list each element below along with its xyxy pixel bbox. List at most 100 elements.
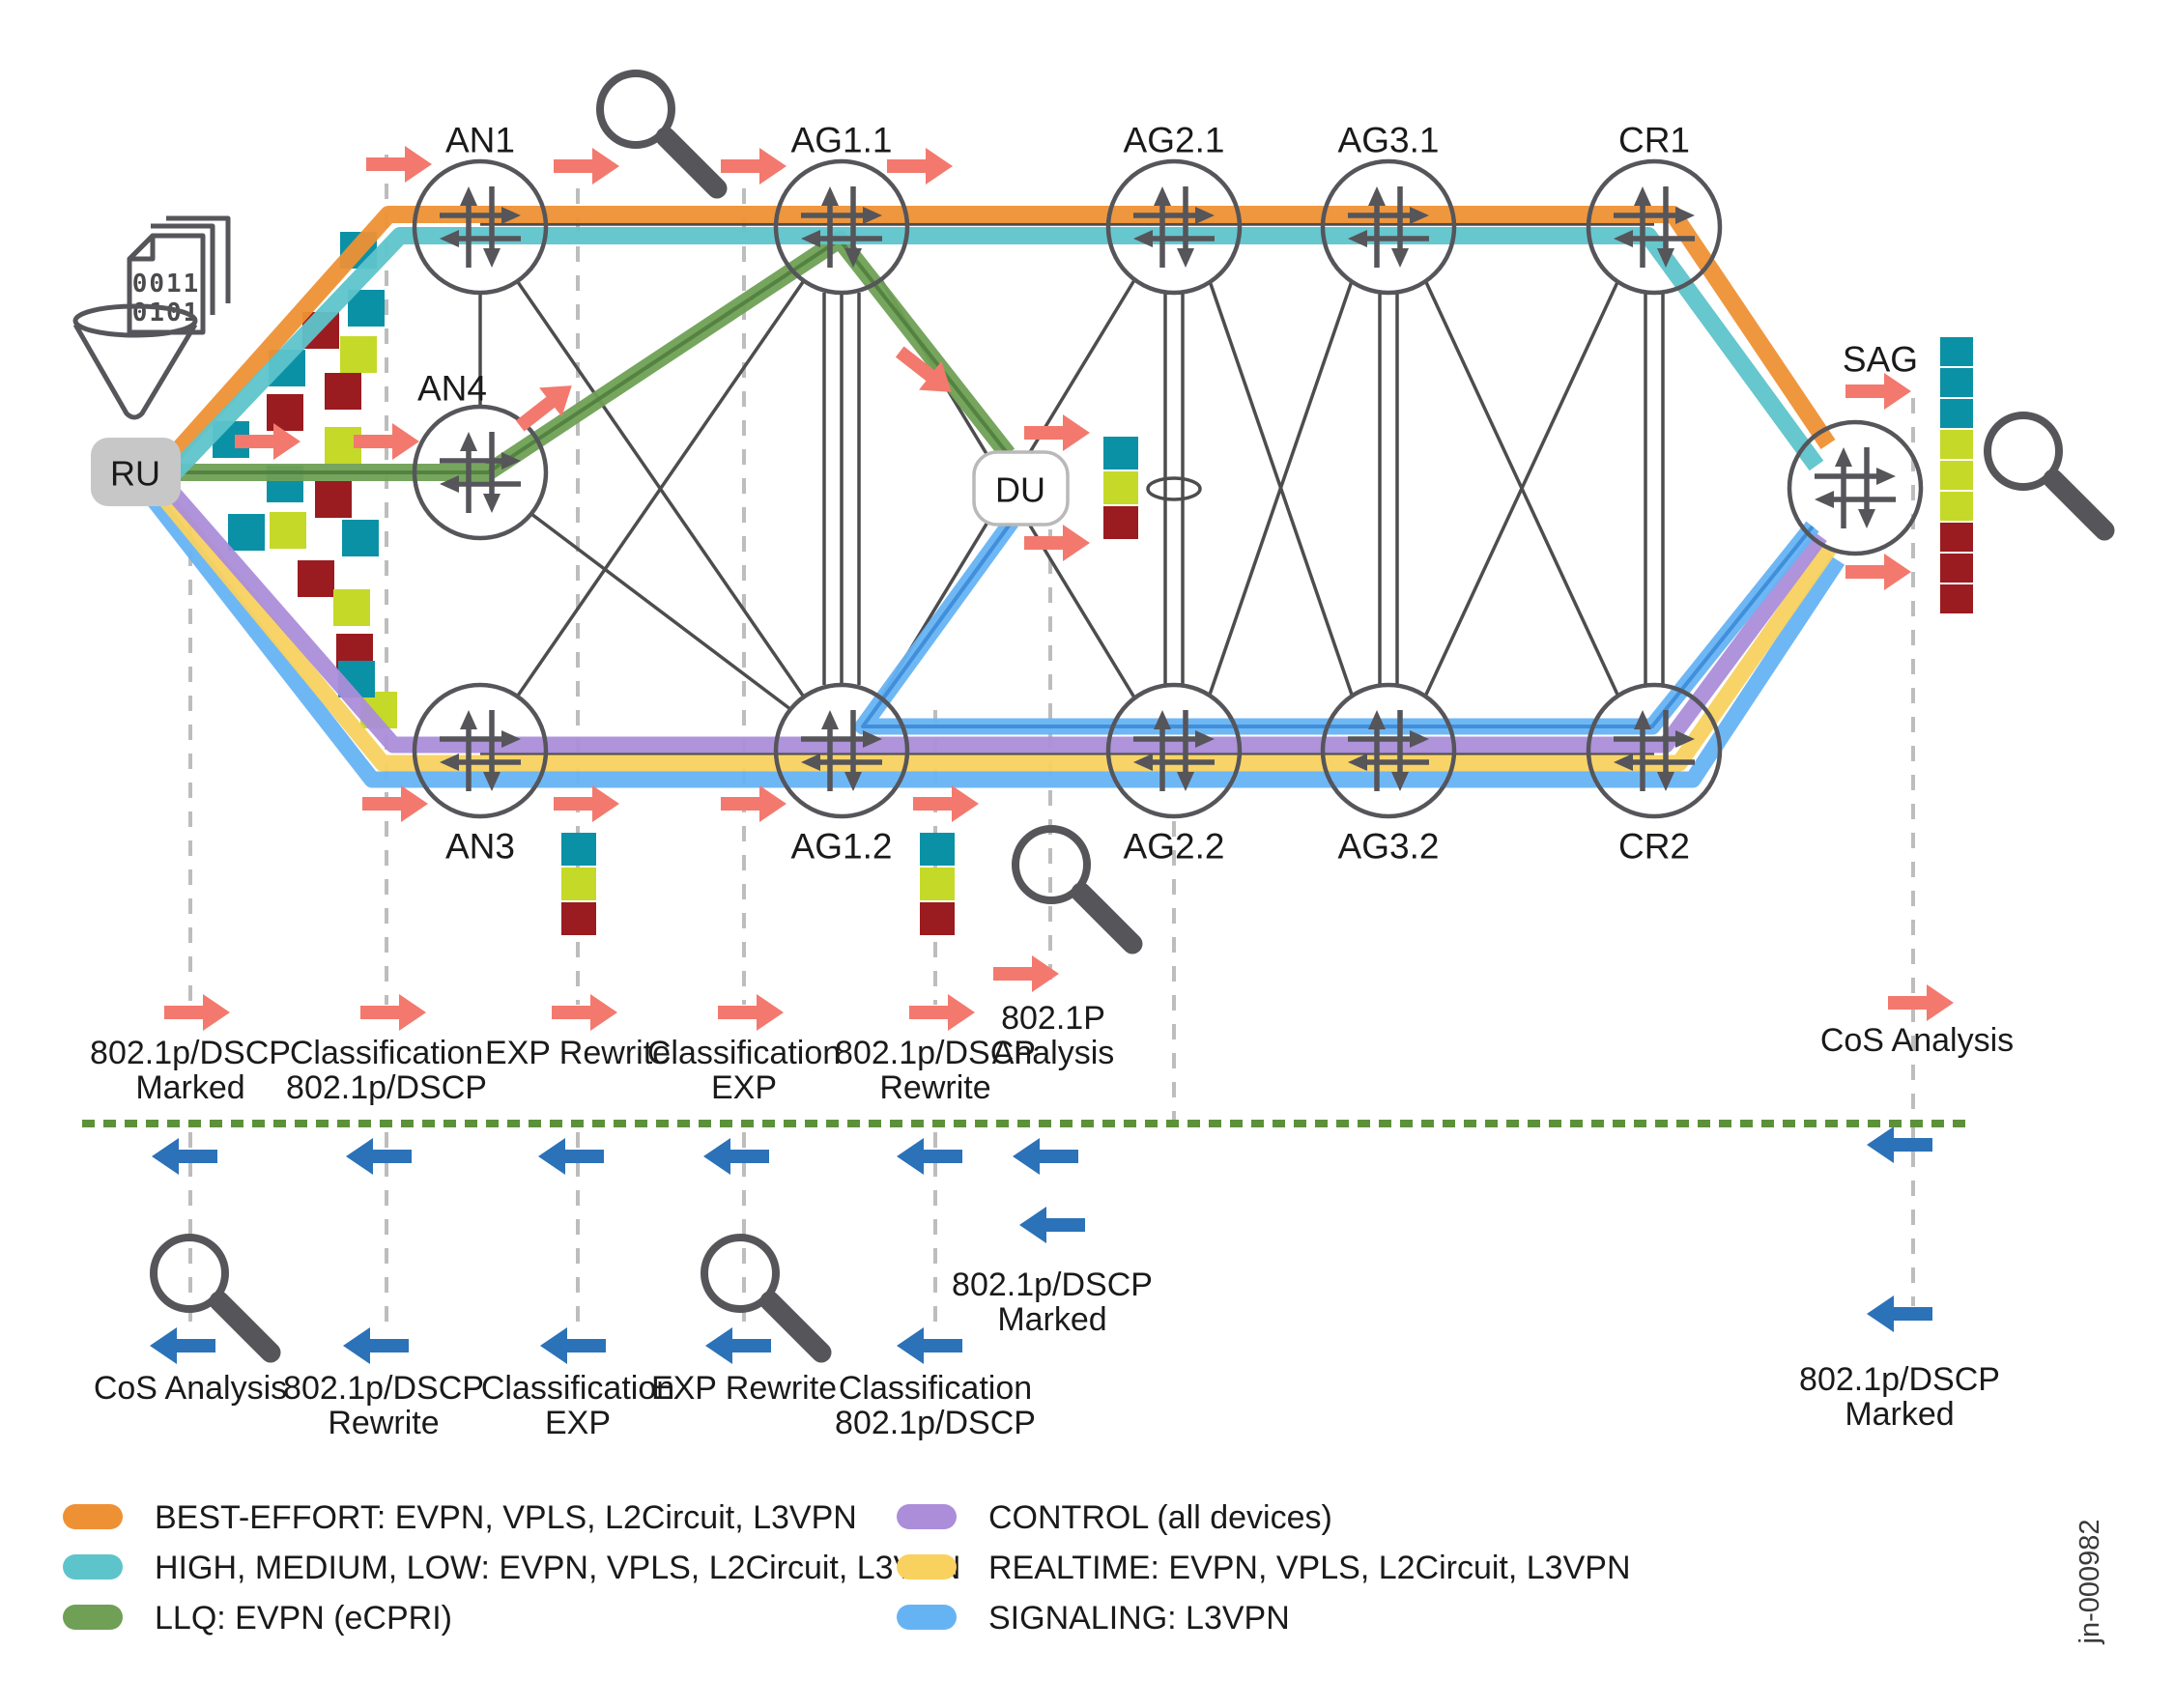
magnifier-icon — [701, 1234, 832, 1363]
forward-arrow-icon — [913, 785, 979, 822]
forward-arrow-icon — [721, 785, 787, 822]
packet-square — [342, 520, 379, 556]
router-arrow-head — [440, 754, 459, 771]
ribbon-realtime — [152, 485, 1836, 772]
binary-doc-page3 — [166, 215, 231, 303]
legend: BEST-EFFORT: EVPN, VPLS, L2Circuit, L3VP… — [63, 1499, 1631, 1637]
legend-item: SIGNALING: L3VPN — [897, 1600, 1290, 1637]
return-arrow-icon — [1867, 1295, 1932, 1332]
router-arrow-head — [1410, 207, 1429, 224]
legend-swatch — [63, 1554, 123, 1580]
legend-item: BEST-EFFORT: EVPN, VPLS, L2Circuit, L3VP… — [63, 1499, 857, 1536]
router-icon — [412, 404, 549, 541]
return-arrow-icon — [703, 1138, 769, 1175]
ru-label: RU — [110, 454, 160, 494]
packet-square — [561, 868, 596, 900]
return-step-label: Classification — [481, 1370, 674, 1407]
ru-box — [91, 438, 181, 506]
magnifier-lens — [1984, 412, 2063, 491]
return-arrow-icon — [343, 1327, 409, 1364]
packet-square — [1103, 437, 1138, 470]
router-arrow-head — [1195, 730, 1215, 748]
forward-step-label: Rewrite — [879, 1069, 990, 1106]
forward-step-label: 802.1P — [1001, 1000, 1105, 1037]
return-flow-arrows — [150, 1126, 1932, 1364]
ribbon-high-medium-low — [161, 227, 1824, 486]
ribbon-signaling-du — [854, 517, 1819, 735]
router-node-cr1: CR1 — [1586, 121, 1723, 296]
forward-arrow-icon — [909, 994, 975, 1031]
router-arrow-head — [440, 230, 459, 247]
forward-step-label: EXP Rewrite — [485, 1035, 671, 1071]
router-arrow-head — [1348, 754, 1367, 771]
packet-square — [270, 512, 306, 549]
packet-square — [1940, 399, 1973, 428]
magnifier-handle — [655, 127, 728, 199]
router-arrow-head — [483, 772, 501, 791]
legend-label: LLQ: EVPN (eCPRI) — [155, 1600, 452, 1637]
packet-square — [920, 868, 955, 900]
return-step-label: 802.1p/DSCP — [283, 1370, 484, 1407]
router-arrow-head — [1675, 730, 1695, 748]
forward-arrow-icon — [993, 955, 1059, 992]
packet-square — [340, 336, 377, 373]
router-arrow-head — [1154, 710, 1171, 729]
du-label: DU — [995, 470, 1045, 510]
forward-arrow-icon — [887, 148, 953, 185]
binary-doc-page2 — [151, 223, 215, 315]
forward-arrow-icon — [515, 385, 572, 432]
router-arrow-head — [460, 186, 477, 206]
packet-square — [1940, 523, 1973, 552]
return-arrow-icon — [897, 1138, 962, 1175]
packet-square — [561, 833, 596, 866]
return-step-label: Marked — [997, 1301, 1106, 1338]
router-arrow-head — [1614, 230, 1633, 247]
forward-arrow-icon — [164, 994, 230, 1031]
link-ag22-ag31 — [1208, 280, 1354, 696]
packet-square — [267, 394, 303, 431]
ribbon-signaling-du-core — [861, 520, 1815, 728]
ribbon-llq-core — [174, 238, 1010, 474]
magnifier-icon — [1984, 412, 2115, 541]
packet-square — [315, 481, 352, 518]
forward-arrow-icon — [554, 148, 619, 185]
router-node-ag22: AG2.2 — [1105, 682, 1243, 867]
return-arrow-icon — [538, 1138, 604, 1175]
return-arrow-icon — [1019, 1207, 1085, 1243]
router-node-an1: AN1 — [412, 121, 549, 296]
router-arrow-head — [1657, 772, 1674, 791]
router-arrow-head — [1675, 207, 1695, 224]
binary-line-1: 0011 — [132, 270, 201, 299]
router-label: AN1 — [445, 121, 515, 160]
router-arrow-head — [821, 710, 839, 729]
legend-swatch — [897, 1504, 957, 1529]
return-step-label: Classification — [839, 1370, 1032, 1407]
router-icon — [773, 682, 910, 819]
link-ag32-cr1 — [1423, 279, 1620, 697]
router-arrow-head — [1391, 772, 1409, 791]
magnifier-lens — [150, 1234, 229, 1313]
router-arrow-head — [1177, 772, 1194, 791]
router-icon — [1787, 419, 1924, 556]
return-arrow-icon — [152, 1138, 217, 1175]
router-icon — [1105, 158, 1243, 296]
packet-square — [325, 373, 361, 410]
return-step-label: EXP Rewrite — [651, 1370, 837, 1407]
link-an3-ag11 — [516, 278, 807, 697]
forward-step-label: 802.1p/DSCP — [90, 1035, 291, 1071]
router-arrow-head — [1614, 754, 1633, 771]
funnel-rim — [72, 303, 198, 338]
magnifier-icons — [150, 70, 2115, 1363]
return-arrow-icon — [897, 1327, 962, 1364]
router-label: CR1 — [1618, 121, 1690, 160]
cos-step-labels: 802.1p/DSCPMarkedClassification802.1p/DS… — [90, 1000, 2014, 1441]
legend-label: REALTIME: EVPN, VPLS, L2Circuit, L3VPN — [988, 1550, 1631, 1586]
return-arrow-icon — [346, 1138, 412, 1175]
forward-step-label: Classification — [647, 1035, 841, 1071]
router-label: AN4 — [417, 369, 487, 409]
magnifier-handle — [2043, 469, 2115, 541]
forward-arrow-icon — [554, 785, 619, 822]
forward-arrow-icon — [552, 994, 617, 1031]
router-arrow-head — [440, 475, 459, 493]
